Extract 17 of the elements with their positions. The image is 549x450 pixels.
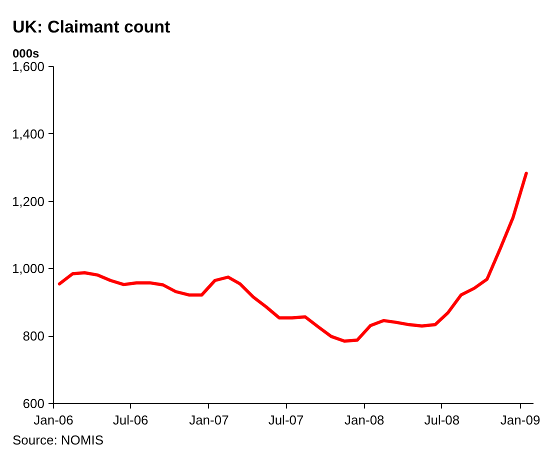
source-note: Source: NOMIS [12, 432, 104, 448]
y-tick-label: 1,000 [12, 261, 45, 276]
y-tick-label: 1,600 [12, 59, 45, 74]
x-tick-label: Jul-07 [268, 412, 304, 428]
y-tick-label: 1,400 [12, 126, 45, 142]
line-series [58, 172, 528, 343]
x-tick-label: Jul-06 [112, 412, 148, 428]
y-axis-title: 000s [12, 46, 40, 60]
y-tick-label: 800 [22, 328, 45, 344]
x-tick-label: Jan-09 [500, 412, 540, 428]
chart-title: UK: Claimant count [12, 18, 171, 36]
x-tick-label: Jul-08 [424, 412, 460, 428]
y-tick-label: 1,200 [12, 194, 45, 209]
y-tick-label: 600 [22, 396, 45, 411]
x-tick-label: Jan-06 [34, 412, 74, 428]
x-tick-label: Jan-07 [189, 412, 229, 428]
x-tick-label: Jan-08 [344, 412, 384, 428]
